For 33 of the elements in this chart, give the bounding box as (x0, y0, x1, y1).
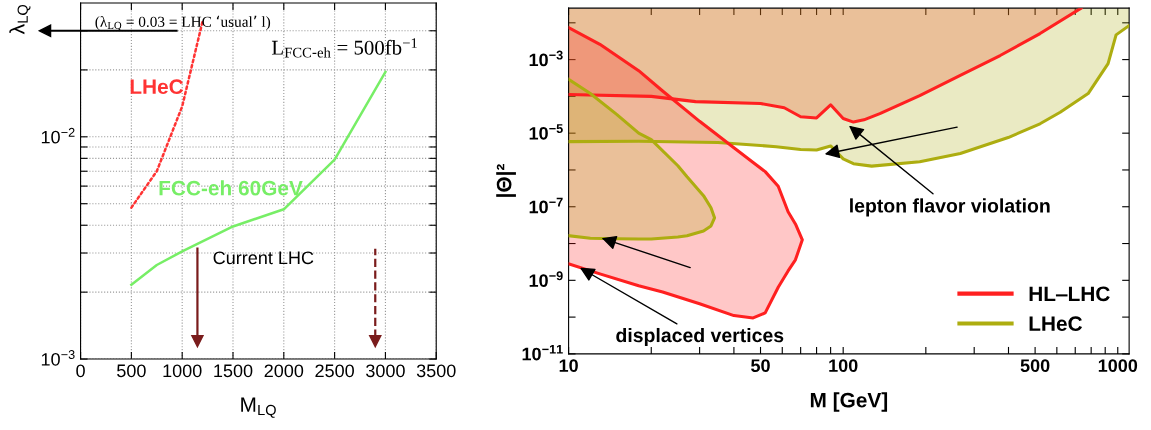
x-tick-label: 2000 (264, 364, 304, 378)
y-tick-label: 10$^{−3}$ (41, 350, 75, 366)
legend-label: LHeC (1029, 316, 1083, 332)
x-tick-label: 3000 (366, 364, 405, 378)
y-tick-label: 10$^{−5}$ (529, 124, 563, 140)
y-axis-title: λ$_{LQ}$ (9, 4, 31, 35)
annotation: lepton flavor violation (850, 198, 1050, 217)
x-tick-label: 500 (117, 364, 146, 378)
x-tick-label: 1000 (163, 364, 202, 378)
ref-line-label: (λ$_{LQ}$ = 0.03 = LHC ‘usual’ l) (95, 15, 271, 31)
annotation: displaced vertices (616, 327, 784, 347)
y-tick-label: 10$^{−2}$ (41, 127, 75, 144)
y-tick-label: 10$^{−7}$ (529, 197, 563, 214)
legend-label: HL‒LHC (1029, 286, 1110, 302)
x-tick-label: 10 (559, 359, 578, 373)
x-axis-title: M$_{LQ}$ (241, 397, 276, 418)
x-tick-label: 3500 (416, 364, 456, 378)
x-axis-title: M [GeV] (810, 392, 888, 412)
x-tick-label: 100 (829, 359, 858, 373)
x-tick-label: 1000 (1098, 359, 1138, 373)
ref-line-label: Current LHC (213, 251, 314, 265)
y-axis-title: |Θ|² (496, 164, 516, 197)
line-series (130, 70, 387, 286)
x-tick-label: 500 (1020, 359, 1050, 373)
y-tick-label: 10$^{−3}$ (529, 50, 563, 67)
series-label: LHeC (130, 79, 184, 95)
x-tick-label: 0 (76, 364, 85, 378)
x-tick-label: 1500 (214, 364, 253, 378)
x-tick-label: 50 (751, 359, 770, 373)
series-label: FCC-eh 60GeV (159, 180, 303, 196)
y-tick-label: 10$^{−9}$ (529, 271, 563, 288)
x-tick-label: 2500 (315, 364, 354, 378)
annotation: L$_{FCC-eh}$ = 500fb$^{−1}$ (271, 38, 417, 58)
